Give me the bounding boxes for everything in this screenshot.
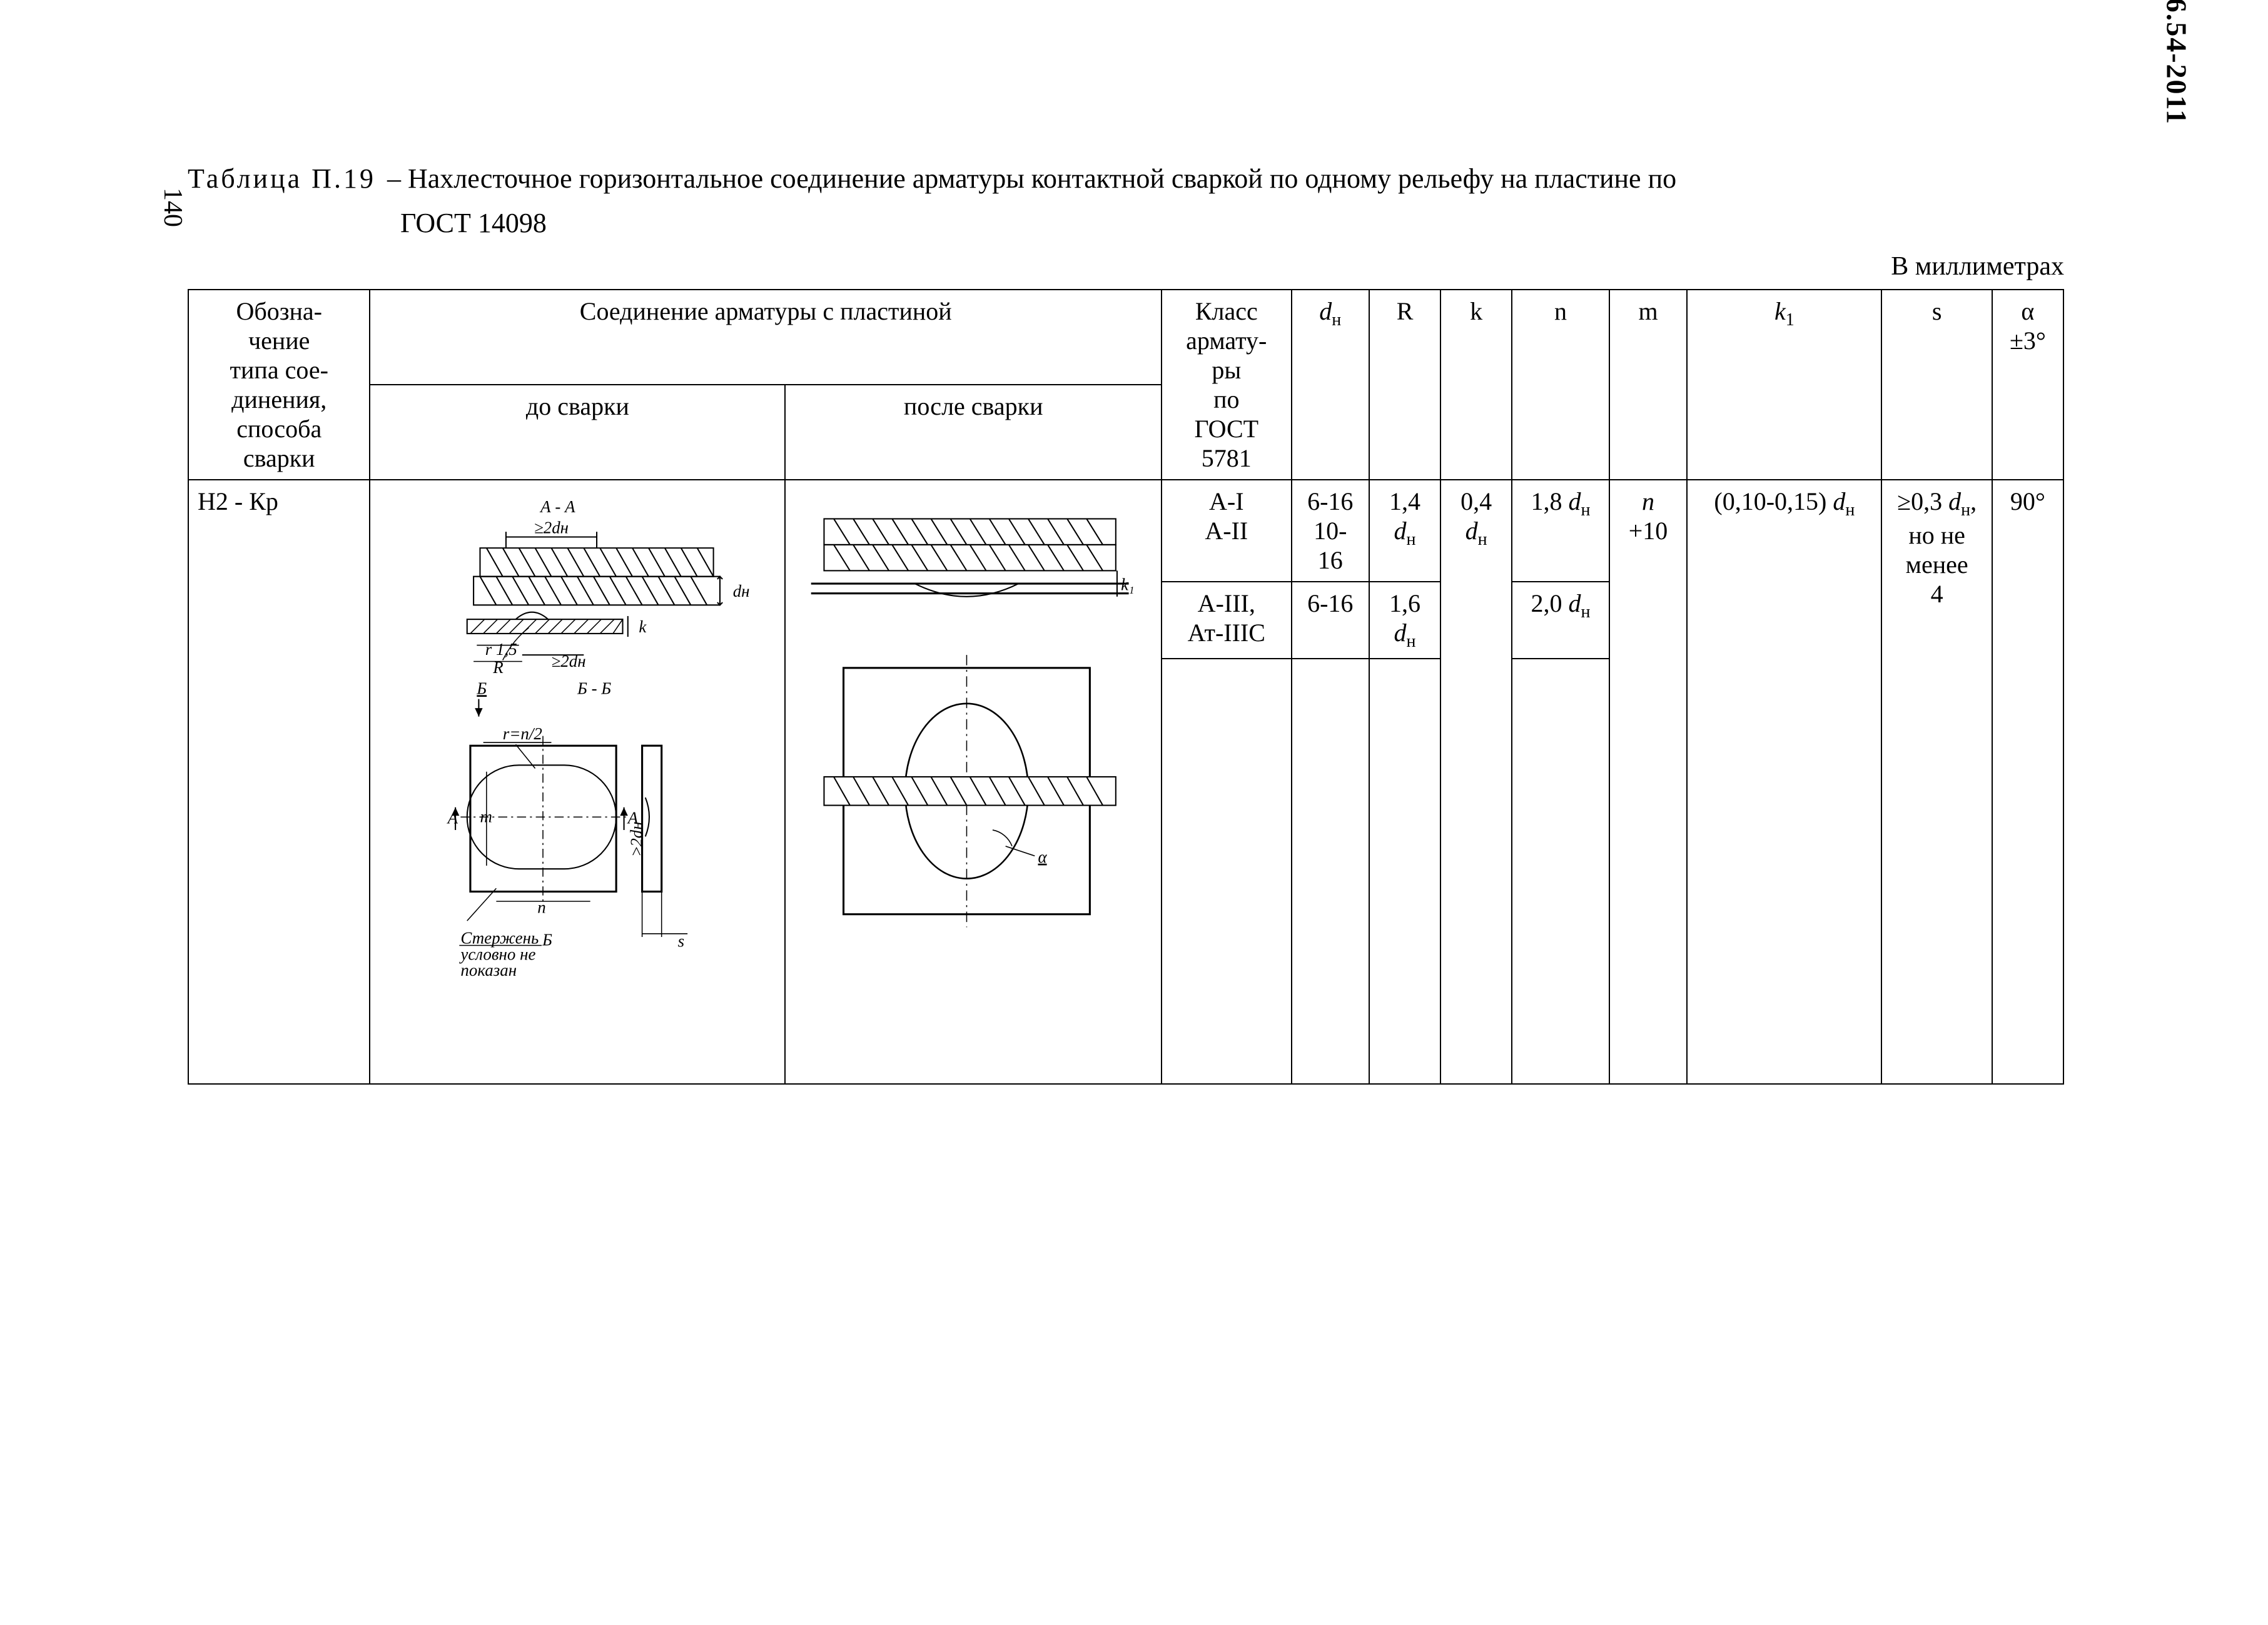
- cell-n-a: 1,8 dн: [1512, 480, 1609, 582]
- spacer-R: [1369, 659, 1440, 1084]
- col-n: n: [1512, 290, 1609, 480]
- col-after-weld: после сварки: [785, 385, 1162, 480]
- label-rn2: r=n/2: [503, 724, 542, 743]
- cell-dn-a1: 6-16 10- 16: [1292, 480, 1369, 582]
- cell-diagram-after: k₁: [785, 480, 1162, 1084]
- page-number: 140: [158, 188, 188, 227]
- label-bb: Б - Б: [577, 679, 611, 697]
- cell-alpha: 90°: [1992, 480, 2063, 1084]
- cell-dn-a3: 6-16: [1292, 582, 1369, 659]
- diagram-after-svg: k₁: [798, 493, 1148, 998]
- col-k: k: [1440, 290, 1512, 480]
- data-row: Н2 - Кр А - А ≥2dн: [188, 480, 2063, 582]
- col-connection-group: Соединение арматуры с пластиной: [370, 290, 1162, 385]
- spacer-n: [1512, 659, 1609, 1084]
- col-alpha: α ±3°: [1992, 290, 2063, 480]
- cell-R-a: 1,4 dн: [1369, 480, 1440, 582]
- cell-class-a1: A-I A-II: [1162, 480, 1291, 582]
- label-n: n: [538, 898, 546, 917]
- col-k1: k1: [1687, 290, 1881, 480]
- cell-m: n +10: [1609, 480, 1687, 1084]
- col-s: s: [1881, 290, 1992, 480]
- diagram-before-svg: А - А ≥2dн: [383, 493, 772, 998]
- col-R: R: [1369, 290, 1440, 480]
- cell-k: 0,4 dн: [1440, 480, 1512, 1084]
- cell-k1: (0,10-0,15) dн: [1687, 480, 1881, 1084]
- label-R: R: [493, 658, 504, 677]
- label-dn: dн: [733, 582, 750, 600]
- col-type: Обозна- чение типа сое- динения, способа…: [188, 290, 370, 480]
- col-before-weld: до сварки: [370, 385, 785, 480]
- label-ge2dn-top: ≥2dн: [534, 518, 569, 537]
- label-r15: r 1,5: [485, 640, 517, 659]
- title-body: – Нахлесточное горизонтальное соединение…: [376, 163, 2064, 195]
- cell-class-a3: A-III, Ат-IIIС: [1162, 582, 1291, 659]
- cell-s: ≥0,3 dн, но не менее 4: [1881, 480, 1992, 1084]
- cell-type-code: Н2 - Кр: [188, 480, 370, 1084]
- label-ge2dn-v: ≥2dн: [627, 821, 646, 856]
- document-id: СТО НОСТРОЙ 2.6.54-2011: [2160, 0, 2193, 125]
- spacer-class: [1162, 659, 1291, 1084]
- cell-n-b: 2,0 dн: [1512, 582, 1609, 659]
- col-class: Класс армату- ры по ГОСТ 5781: [1162, 290, 1291, 480]
- label-k: k: [639, 617, 647, 636]
- units-label: В миллиметрах: [188, 251, 2064, 281]
- label-B-right: Б: [542, 930, 552, 949]
- main-table: Обозна- чение типа сое- динения, способа…: [188, 289, 2064, 1085]
- header-row-1: Обозна- чение типа сое- динения, способа…: [188, 290, 2063, 385]
- label-B-left: Б: [477, 679, 487, 697]
- title-line2: ГОСТ 14098: [188, 207, 2064, 239]
- label-alpha: α: [1038, 848, 1048, 866]
- spacer-dn: [1292, 659, 1369, 1084]
- label-note3: показан: [461, 961, 517, 980]
- title-prefix: Таблица П.19: [188, 163, 376, 195]
- col-dn: dн: [1292, 290, 1369, 480]
- table-title: Таблица П.19 – Нахлесточное горизонтальн…: [188, 163, 2064, 195]
- col-m: m: [1609, 290, 1687, 480]
- label-s: s: [678, 932, 684, 951]
- label-k1: k₁: [1121, 575, 1134, 594]
- cell-diagram-before: А - А ≥2dн: [370, 480, 785, 1084]
- cell-R-b: 1,6 dн: [1369, 582, 1440, 659]
- label-aa: А - А: [540, 497, 576, 516]
- page-content: Таблица П.19 – Нахлесточное горизонтальн…: [188, 163, 2064, 1085]
